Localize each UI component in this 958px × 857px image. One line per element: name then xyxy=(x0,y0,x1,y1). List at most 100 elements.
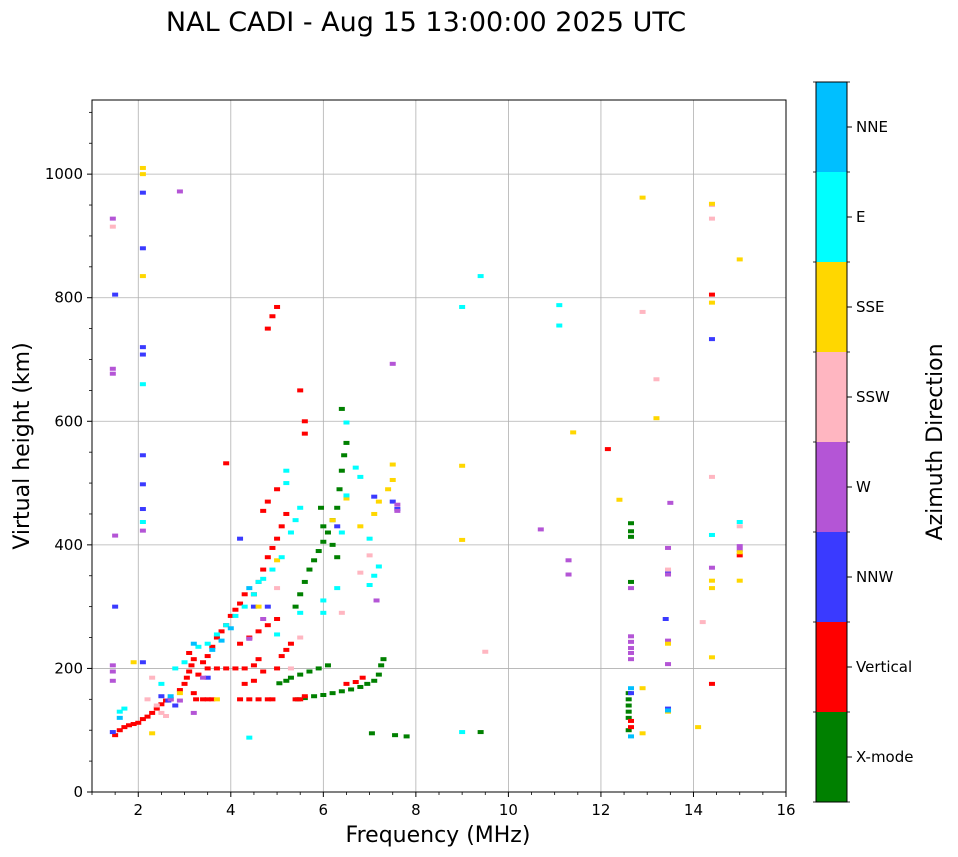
data-point xyxy=(459,304,466,309)
data-point xyxy=(250,678,257,683)
data-point xyxy=(269,567,276,572)
data-point xyxy=(264,697,271,702)
data-point xyxy=(301,579,308,584)
chart-title: NAL CADI - Aug 15 13:00:00 2025 UTC xyxy=(166,7,686,38)
data-point xyxy=(301,419,308,424)
data-point xyxy=(292,604,299,609)
data-point xyxy=(112,292,119,297)
data-point xyxy=(287,675,294,680)
data-point xyxy=(227,626,234,631)
data-point xyxy=(628,534,635,539)
y-tick-label: 0 xyxy=(73,783,83,801)
data-point xyxy=(665,572,672,577)
data-point xyxy=(255,657,262,662)
data-point xyxy=(274,304,281,309)
data-point xyxy=(385,487,392,492)
data-point xyxy=(297,388,304,393)
data-point xyxy=(218,629,225,634)
data-point xyxy=(241,681,248,686)
data-point xyxy=(459,730,466,735)
data-point xyxy=(287,530,294,535)
x-tick-label: 12 xyxy=(591,801,610,819)
series-e xyxy=(116,274,743,740)
data-point xyxy=(708,300,715,305)
data-point xyxy=(348,687,355,692)
data-point xyxy=(204,675,211,680)
data-point xyxy=(246,586,253,591)
data-point xyxy=(736,550,743,555)
series-vertical xyxy=(112,292,743,738)
data-point xyxy=(264,499,271,504)
colorbar-tick-label: X-mode xyxy=(856,748,913,766)
y-axis-label: Virtual height (km) xyxy=(10,342,35,549)
data-point xyxy=(213,632,220,637)
data-point xyxy=(246,636,253,641)
data-point xyxy=(628,529,635,534)
data-point xyxy=(163,714,170,719)
data-point xyxy=(366,553,373,558)
data-point xyxy=(329,518,336,523)
data-point xyxy=(287,666,294,671)
data-point xyxy=(736,524,743,529)
data-point xyxy=(320,598,327,603)
plot-background xyxy=(92,100,786,792)
data-point xyxy=(628,521,635,526)
data-point xyxy=(537,527,544,532)
data-point xyxy=(625,728,632,733)
x-tick-label: 6 xyxy=(319,801,329,819)
data-point xyxy=(320,610,327,615)
data-point xyxy=(116,709,123,714)
data-point xyxy=(287,641,294,646)
data-point xyxy=(269,697,276,702)
data-point xyxy=(565,572,572,577)
data-point xyxy=(237,697,244,702)
data-point xyxy=(264,623,271,628)
data-point xyxy=(283,678,290,683)
series-w xyxy=(109,189,743,715)
data-point xyxy=(237,536,244,541)
data-point xyxy=(283,468,290,473)
data-point xyxy=(338,468,345,473)
data-point xyxy=(318,505,325,510)
data-point xyxy=(392,733,399,738)
data-point xyxy=(292,697,299,702)
data-point xyxy=(232,666,239,671)
data-point xyxy=(708,586,715,591)
data-point xyxy=(139,345,146,350)
data-point xyxy=(665,567,672,572)
data-point xyxy=(250,592,257,597)
data-point xyxy=(274,487,281,492)
data-points xyxy=(109,165,743,740)
data-point xyxy=(380,657,387,662)
data-point xyxy=(241,592,248,597)
data-point xyxy=(241,666,248,671)
data-point xyxy=(311,694,318,699)
colorbar-tick-label: Vertical xyxy=(856,658,912,676)
data-point xyxy=(237,641,244,646)
data-point xyxy=(375,564,382,569)
data-point xyxy=(338,610,345,615)
data-point xyxy=(628,646,635,651)
data-point xyxy=(297,592,304,597)
plot-area: 2 4 6 8 10 12 14 16 0 200 400 600 800 1000 xyxy=(45,99,796,819)
data-point xyxy=(708,655,715,660)
data-point xyxy=(223,461,230,466)
colorbar-tick-label: SSE xyxy=(856,298,885,316)
data-point xyxy=(264,326,271,331)
data-point xyxy=(334,524,341,529)
data-point xyxy=(139,507,146,512)
data-point xyxy=(218,638,225,643)
data-point xyxy=(183,675,190,680)
data-point xyxy=(736,544,743,549)
data-point xyxy=(708,681,715,686)
data-point xyxy=(241,604,248,609)
data-point xyxy=(708,292,715,297)
data-point xyxy=(311,558,318,563)
data-point xyxy=(375,499,382,504)
data-point xyxy=(371,573,378,578)
data-point xyxy=(306,567,313,572)
data-point xyxy=(193,697,200,702)
data-point xyxy=(153,706,160,711)
data-point xyxy=(190,691,197,696)
data-point xyxy=(320,539,327,544)
